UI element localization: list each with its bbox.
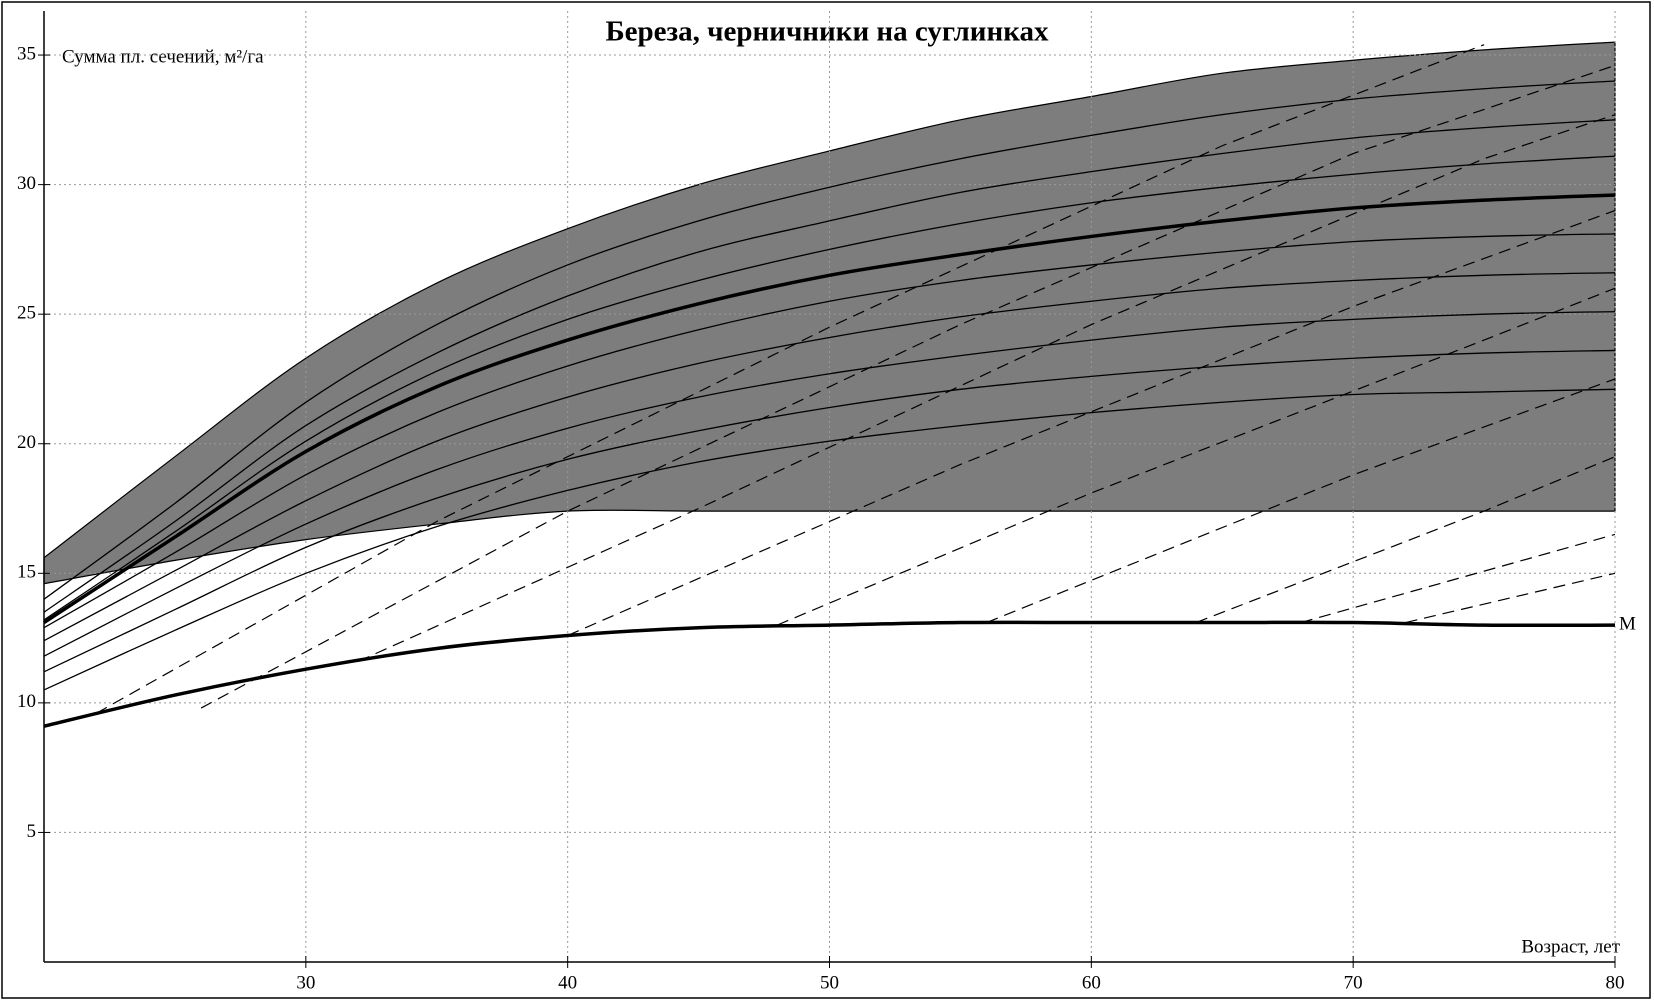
chart-title: Береза, черничники на суглинках: [605, 16, 1049, 48]
y-tick-label: 35: [17, 43, 36, 64]
line: [43, 80, 1616, 600]
y-tick-label: 15: [17, 562, 36, 583]
x-tick-label: 60: [1082, 972, 1101, 993]
dashed-line: [986, 378, 1616, 624]
line: [43, 349, 1616, 673]
y-tick-label: 10: [17, 691, 36, 712]
y-tick-label: 5: [27, 821, 37, 842]
line: [43, 388, 1616, 691]
x-tick-label: 50: [820, 972, 839, 993]
y-tick-label: 25: [17, 303, 36, 324]
y-tick-label: 30: [17, 173, 36, 194]
line: [43, 620, 1616, 728]
dashed-line: [1300, 533, 1616, 624]
x-tick-label: 30: [296, 972, 315, 993]
x-axis-label: Возраст, лет: [1521, 936, 1620, 957]
dashed-line: [357, 114, 1616, 662]
dashed-line: [567, 209, 1616, 637]
line-label: M: [1619, 613, 1636, 634]
dashed-line: [1195, 456, 1616, 624]
y-tick-label: 20: [17, 432, 36, 453]
y-axis-label: Сумма пл. сечений, м²/га: [62, 46, 264, 67]
x-tick-label: 70: [1344, 972, 1363, 993]
line: [43, 272, 1616, 642]
x-tick-label: 80: [1606, 972, 1625, 993]
line: [43, 155, 1616, 621]
x-tick-label: 40: [558, 972, 577, 993]
line: [43, 193, 1616, 625]
line: [43, 119, 1616, 613]
line: [43, 233, 1616, 629]
dashed-line: [1405, 572, 1616, 624]
dashed-line: [200, 64, 1616, 709]
dashed-line: [776, 287, 1616, 626]
line: [43, 310, 1616, 657]
dashed-line: [96, 44, 1485, 714]
